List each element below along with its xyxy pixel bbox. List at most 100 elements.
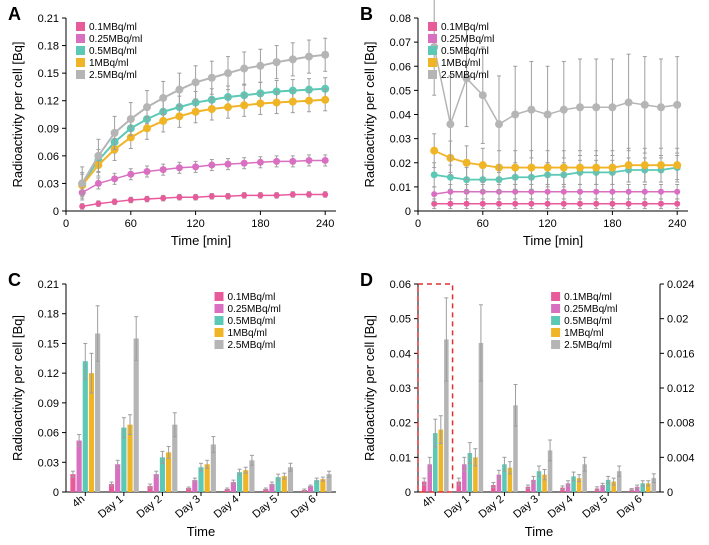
series-point (175, 86, 183, 94)
panel-label-C: C (8, 270, 21, 291)
series-point (464, 201, 470, 207)
legend-item: 2.5MBq/ml (215, 340, 276, 351)
svg-text:0: 0 (405, 206, 411, 218)
svg-text:Day 5: Day 5 (580, 493, 610, 521)
legend-label: 2.5MBq/ml (441, 70, 489, 81)
series-point (208, 162, 215, 169)
series-point (305, 97, 313, 105)
legend-item: 0.5MBq/ml (76, 46, 137, 57)
panel-D: D00.010.020.030.040.050.064hDay 1Day 2Da… (360, 270, 700, 540)
series-point (78, 179, 86, 187)
series-point (159, 117, 167, 125)
series-point (527, 106, 535, 114)
series-point (511, 111, 519, 119)
x-axis-label: Time (525, 524, 553, 539)
svg-text:Day 3: Day 3 (511, 493, 541, 521)
legend-item: 1MBq/ml (551, 328, 603, 339)
series-point (593, 189, 599, 195)
legend: 0.1MBq/ml0.25MBq/ml0.5MBq/ml1MBq/ml2.5MB… (215, 292, 281, 351)
svg-text:0.03: 0.03 (390, 134, 411, 146)
series-point (95, 201, 101, 207)
y-axis-label: Radioactivity per cell [Bq] (10, 315, 25, 461)
series-point (430, 147, 438, 155)
series-point (673, 101, 681, 109)
svg-text:0: 0 (667, 487, 673, 499)
legend-label: 1MBq/ml (89, 58, 128, 69)
svg-text:0.09: 0.09 (38, 398, 59, 410)
svg-text:180: 180 (603, 218, 621, 230)
svg-text:0.004: 0.004 (667, 452, 695, 464)
series-point (306, 191, 312, 197)
svg-text:0: 0 (53, 487, 59, 499)
series-point (144, 168, 151, 175)
svg-text:0.012: 0.012 (667, 383, 695, 395)
series-line (434, 192, 677, 194)
svg-text:0.06: 0.06 (38, 428, 59, 440)
series-point (160, 166, 167, 173)
legend-item: 2.5MBq/ml (76, 70, 137, 81)
series-point (306, 157, 313, 164)
series-line (82, 100, 325, 185)
series-point (305, 53, 313, 61)
svg-text:0.09: 0.09 (38, 123, 59, 135)
svg-text:Day 1: Day 1 (442, 493, 472, 521)
series-point (273, 158, 280, 165)
svg-text:0.02: 0.02 (390, 158, 411, 170)
series-point (225, 193, 231, 199)
series-point (257, 159, 264, 166)
series-point (463, 159, 471, 167)
series-point (592, 103, 600, 111)
svg-text:0.06: 0.06 (390, 61, 411, 73)
plot-B: 00.010.020.030.040.050.060.070.080601201… (360, 4, 700, 259)
panel-label-D: D (360, 270, 373, 291)
series-point (322, 157, 329, 164)
legend-label: 0.5MBq/ml (228, 316, 276, 327)
series-point (289, 55, 297, 63)
svg-text:0.04: 0.04 (390, 110, 411, 122)
legend-label: 0.25MBq/ml (441, 34, 494, 45)
svg-text:60: 60 (125, 218, 137, 230)
series-point (274, 192, 280, 198)
legend-item: 0.25MBq/ml (215, 304, 281, 315)
series-point (176, 164, 183, 171)
legend-item: 2.5MBq/ml (428, 70, 489, 81)
plot-C: 00.030.060.090.120.150.180.214hDay 1Day … (8, 270, 348, 540)
svg-text:0.03: 0.03 (390, 383, 411, 395)
series-point (127, 115, 135, 123)
series-point (94, 152, 102, 160)
series-point (609, 189, 615, 195)
legend-item: 1MBq/ml (428, 58, 480, 69)
svg-text:0.08: 0.08 (390, 13, 411, 25)
series-point (290, 191, 296, 197)
series-point (576, 103, 584, 111)
series-point (143, 124, 151, 132)
legend-item: 0.5MBq/ml (551, 316, 612, 327)
svg-text:0.02: 0.02 (667, 314, 688, 326)
series-point (609, 201, 615, 207)
svg-text:0.15: 0.15 (38, 68, 59, 80)
svg-text:0.03: 0.03 (38, 457, 59, 469)
legend-item: 0.1MBq/ml (215, 292, 276, 303)
svg-text:0.12: 0.12 (38, 368, 59, 380)
panel-A: A00.030.060.090.120.150.180.210601201802… (8, 4, 348, 259)
legend-item: 0.1MBq/ml (428, 22, 489, 33)
legend: 0.1MBq/ml0.25MBq/ml0.5MBq/ml1MBq/ml2.5MB… (551, 292, 617, 351)
legend-item: 0.25MBq/ml (76, 34, 142, 45)
svg-text:0.03: 0.03 (38, 178, 59, 190)
series-point (657, 103, 665, 111)
legend-label: 0.5MBq/ml (441, 46, 489, 57)
legend-label: 2.5MBq/ml (564, 340, 612, 351)
svg-text:120: 120 (186, 218, 204, 230)
series-point (143, 103, 151, 111)
series-line (82, 160, 325, 192)
series-point (479, 161, 487, 169)
series-point (111, 175, 118, 182)
series-point (431, 191, 437, 197)
svg-text:0.016: 0.016 (667, 348, 695, 360)
svg-text:0.04: 0.04 (390, 348, 411, 360)
series-line (434, 168, 677, 180)
series-point (626, 201, 632, 207)
series-point (545, 189, 551, 195)
legend-item: 2.5MBq/ml (551, 340, 612, 351)
series-point (625, 161, 633, 169)
